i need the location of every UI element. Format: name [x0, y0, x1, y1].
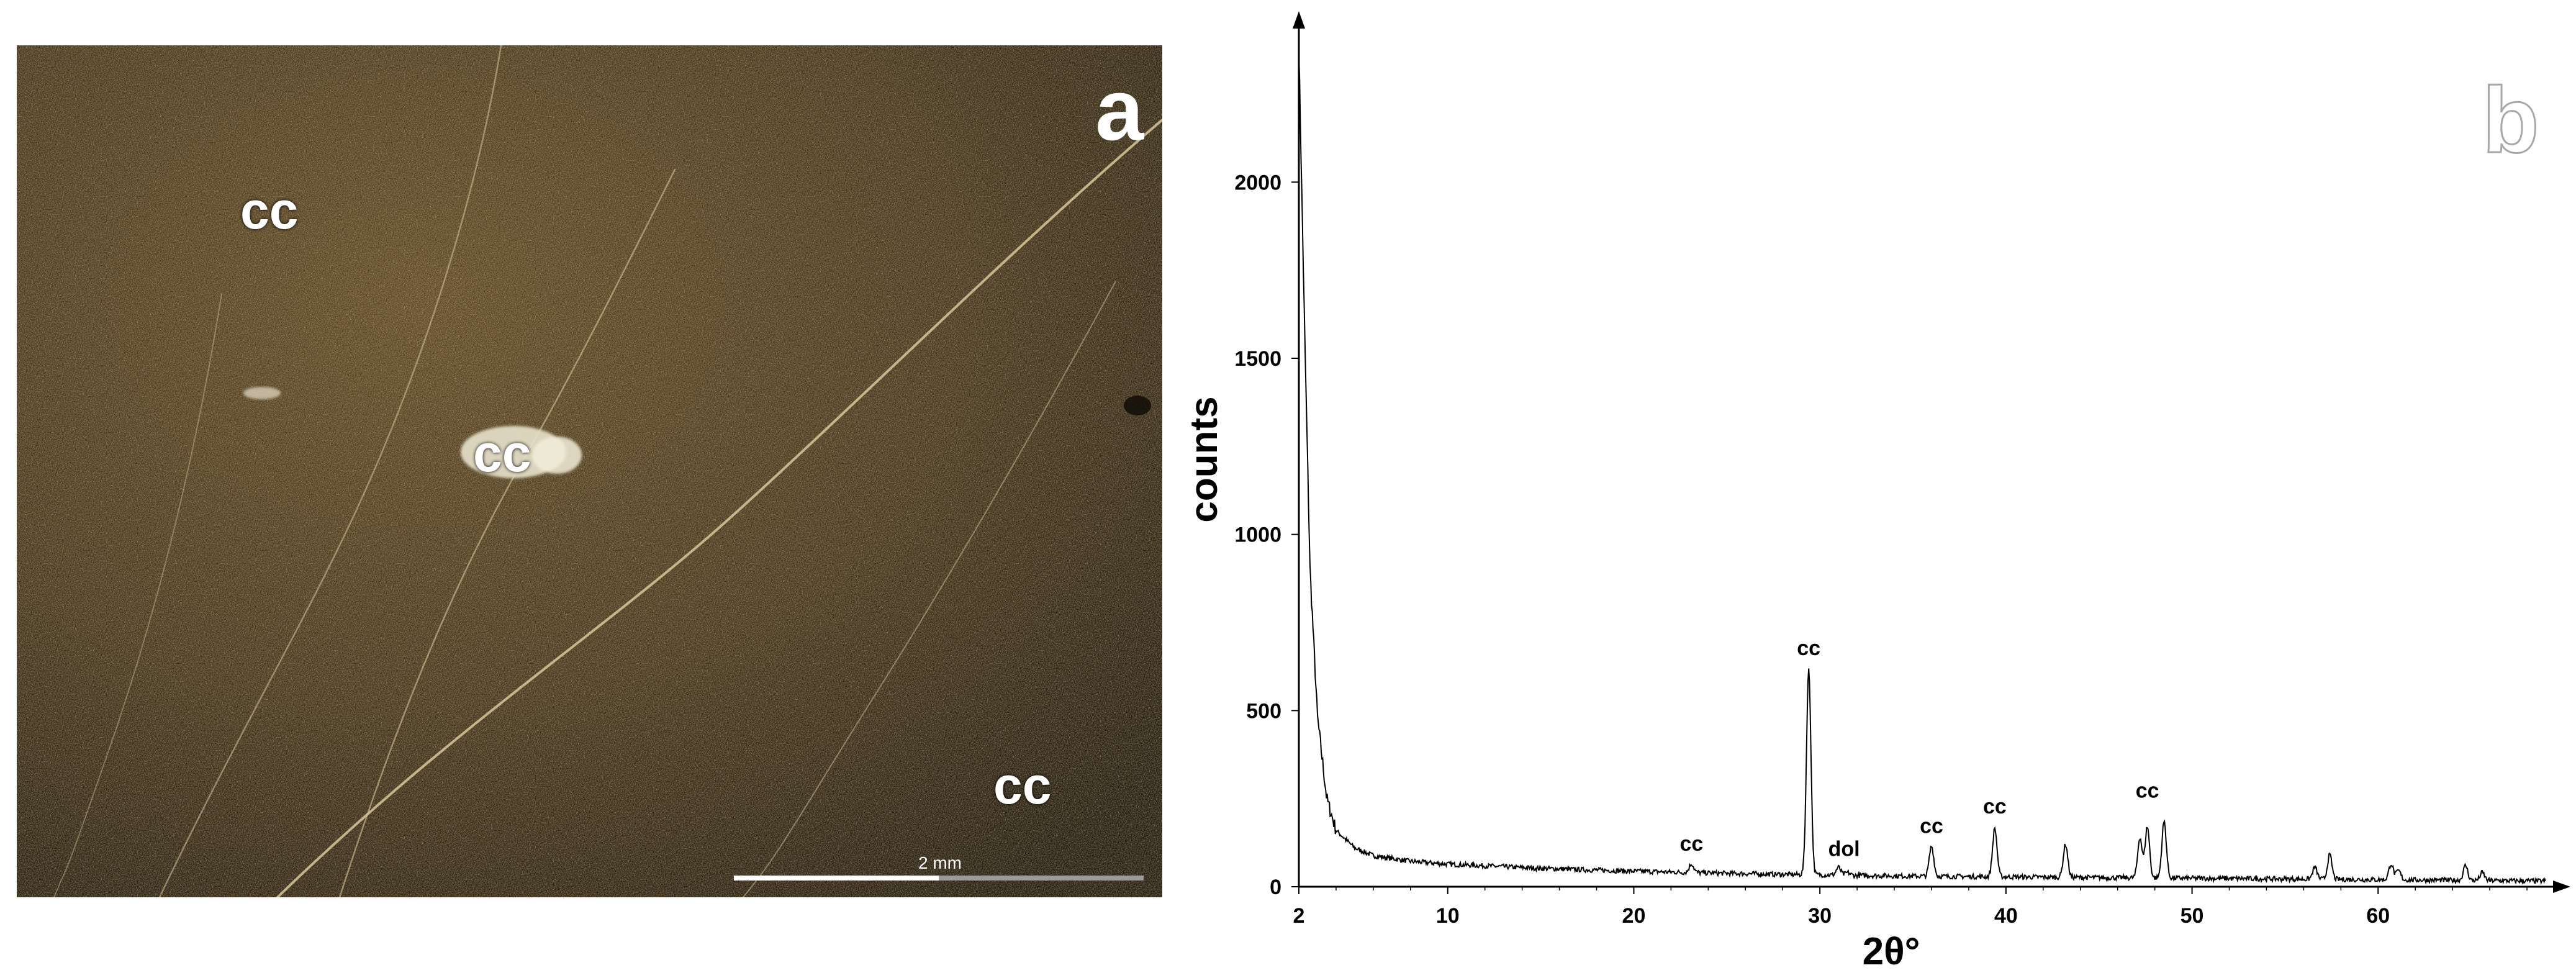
y-tick-label: 1500: [1234, 347, 1281, 371]
xrd-chart: 2 10 20 30 40 50 60 0 500 1000 1500 2000 2θ° counts cc…: [1183, 11, 2570, 973]
dark-spot: [1124, 396, 1151, 415]
scale-bar: [734, 876, 1144, 881]
peak-annotation: cc: [1679, 832, 1703, 856]
x-tick-label: 60: [2366, 904, 2390, 928]
panel-label-a: a: [1095, 61, 1144, 158]
vein-5: [53, 293, 222, 897]
diffractogram-series-line: [1298, 55, 2546, 885]
peak-annotation: cc: [1983, 795, 2007, 818]
x-tick-label: 20: [1622, 904, 1646, 928]
peak-annotation: cc: [1920, 814, 1943, 838]
x-tick-label: 30: [1808, 904, 1832, 928]
micrograph-image: [17, 45, 1162, 897]
micrograph-label-cc-3: cc: [993, 756, 1052, 815]
x-axis-label: 2θ°: [1863, 930, 1920, 973]
panel-label-b: b: [2482, 68, 2541, 172]
vein-4: [743, 281, 1116, 897]
calcite-grain: [461, 426, 582, 478]
peak-annotation: cc: [2136, 779, 2159, 803]
x-axis-arrow: [2553, 881, 2570, 893]
y-tick-label: 500: [1246, 699, 1281, 723]
small-clast: [243, 387, 281, 399]
micrograph-grain-texture: [17, 45, 1162, 897]
peak-point: [2140, 837, 2141, 838]
micrograph-label-cc-2: cc: [473, 424, 531, 482]
micrograph-label-cc-1: cc: [240, 181, 299, 240]
peak-annotation: cc: [1797, 636, 1820, 660]
scale-bar-label: 2 mm: [918, 853, 962, 872]
y-tick-label: 1000: [1234, 523, 1281, 547]
x-tick-label: 40: [1994, 904, 2018, 928]
main-vein: [276, 119, 1162, 897]
micrograph-panel: a cc cc cc 2 mm: [17, 45, 1162, 897]
peak-annotation: dol: [1828, 837, 1860, 861]
x-tick-label: 2: [1293, 904, 1305, 928]
y-axis-arrow: [1293, 11, 1305, 29]
x-tick-label: 10: [1436, 904, 1460, 928]
vein-3: [158, 45, 502, 897]
y-axis-label: counts: [1183, 396, 1226, 522]
y-tick-label: 2000: [1234, 171, 1281, 194]
x-tick-label: 50: [2181, 904, 2204, 928]
y-tick-label: 0: [1270, 876, 1281, 899]
xrd-chart-panel: 2 10 20 30 40 50 60 0 500 1000 1500 2000 2θ° counts cc…: [1180, 0, 2576, 975]
peak-point: [2390, 863, 2392, 864]
